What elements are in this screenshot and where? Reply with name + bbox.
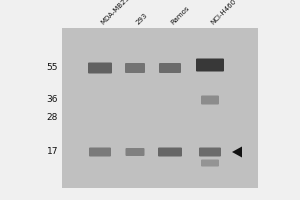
FancyBboxPatch shape (199, 148, 221, 156)
Text: 17: 17 (46, 148, 58, 156)
Text: NCI-H460: NCI-H460 (210, 0, 238, 26)
FancyBboxPatch shape (89, 148, 111, 156)
FancyBboxPatch shape (125, 63, 145, 73)
FancyBboxPatch shape (159, 63, 181, 73)
Text: 293: 293 (135, 12, 149, 26)
Text: MDA-MB231: MDA-MB231 (100, 0, 134, 26)
Text: 36: 36 (46, 96, 58, 104)
FancyBboxPatch shape (201, 96, 219, 104)
FancyBboxPatch shape (125, 148, 145, 156)
FancyBboxPatch shape (158, 148, 182, 156)
FancyBboxPatch shape (196, 58, 224, 72)
Text: 28: 28 (46, 114, 58, 122)
Text: 55: 55 (46, 64, 58, 72)
FancyBboxPatch shape (201, 160, 219, 166)
Text: Ramos: Ramos (170, 5, 191, 26)
Polygon shape (232, 146, 242, 158)
Bar (62, 28, 258, 188)
FancyBboxPatch shape (88, 62, 112, 73)
